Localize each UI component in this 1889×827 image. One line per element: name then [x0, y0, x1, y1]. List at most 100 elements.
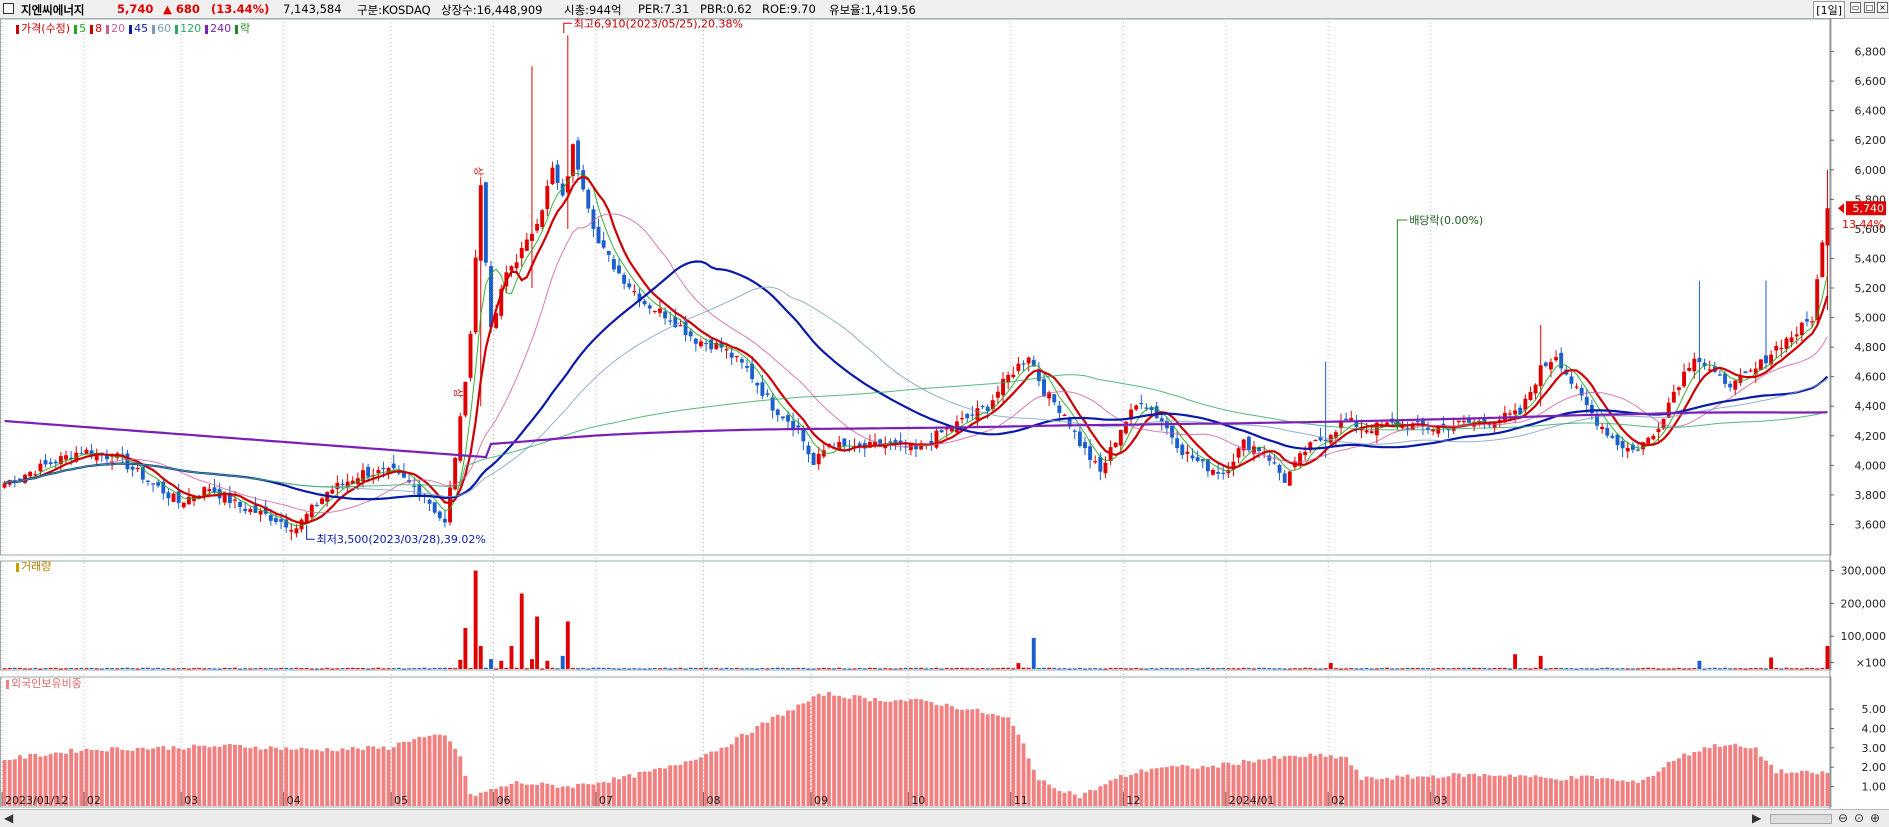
candle-body: [586, 189, 591, 209]
scroll-right-icon[interactable]: ▶: [1752, 811, 1762, 825]
volume-bar: [1805, 667, 1809, 669]
last-price-label: 5,740: [1853, 202, 1885, 215]
price-change: ▲ 680: [163, 2, 200, 16]
foreign-ratio-bar: [458, 756, 463, 806]
volume-bar: [1820, 667, 1825, 669]
volume-bar: [1031, 637, 1036, 669]
volume-bar: [202, 668, 207, 670]
volume-bar: [115, 668, 120, 670]
volume-bar: [1513, 654, 1518, 669]
ma120-line: [4, 374, 1828, 488]
candle-body: [1016, 363, 1021, 371]
foreign-ratio-bar: [1108, 780, 1113, 806]
candle-body: [1671, 391, 1676, 403]
foreign-ratio-bar: [1272, 755, 1277, 806]
volume-bar: [1062, 668, 1067, 670]
volume-bar: [565, 621, 570, 669]
stock-chart[interactable]: ×100 100,000 200,000 300,000 1.00 2.00 3.00 4.…: [0, 18, 1889, 809]
foreign-ratio-bar: [207, 747, 212, 806]
zoom-reset-icon[interactable]: ⊙: [1854, 811, 1865, 825]
volume-bar: [683, 668, 688, 670]
volume-bar: [1047, 667, 1052, 669]
close-icon[interactable]: ×: [1877, 2, 1888, 13]
foreign-ratio-bar: [658, 767, 662, 806]
volume-bar: [1538, 655, 1543, 669]
candle-body: [1646, 437, 1651, 444]
candle-body: [1216, 472, 1221, 474]
candle-body: [652, 310, 657, 312]
foreign-ratio-bar: [611, 777, 616, 806]
foreign-ratio-bar: [453, 748, 458, 806]
minimize-icon[interactable]: ▭: [1850, 2, 1861, 13]
x-tick-label: 09: [814, 794, 828, 807]
candle-body: [176, 491, 181, 503]
zoom-out-icon[interactable]: ⊖: [1838, 811, 1849, 825]
volume-bar: [1446, 668, 1451, 670]
foreign-ratio-bar: [1062, 792, 1067, 806]
last-price-pct: 13.44%: [1842, 218, 1884, 231]
foreign-ratio-bar: [683, 761, 688, 806]
volume-bar: [1789, 668, 1794, 670]
candle-body: [181, 502, 186, 508]
candle-body: [734, 355, 739, 358]
volume-bar: [755, 668, 760, 670]
volume-bar: [596, 667, 601, 669]
volume-bar: [591, 667, 596, 669]
legend-swatch: [235, 24, 239, 34]
foreign-ratio-bar: [914, 698, 918, 806]
foreign-tick-label: 3.00: [1862, 742, 1887, 755]
candle-body: [1303, 451, 1308, 456]
volume-bar: [709, 668, 714, 670]
volume-bar: [1543, 668, 1548, 670]
candle-body: [1170, 425, 1174, 438]
candle-body: [1344, 418, 1349, 421]
foreign-ratio-bar: [1103, 784, 1108, 806]
candle-body: [94, 453, 99, 461]
foreign-ratio-bar: [1354, 769, 1359, 806]
candle-body: [1717, 374, 1722, 376]
foreign-ratio-bar: [827, 692, 831, 806]
foreign-ratio-bar: [1502, 776, 1507, 806]
scroll-left-icon[interactable]: ◀: [4, 811, 14, 825]
zoom-in-icon[interactable]: ⊕: [1870, 811, 1881, 825]
volume-bar: [1349, 668, 1354, 670]
candle-body: [69, 457, 74, 460]
volume-bar: [678, 667, 683, 669]
candle-body: [1533, 384, 1538, 394]
volume-bar: [786, 668, 790, 670]
foreign-ratio-bar: [1492, 776, 1497, 806]
candle-body: [499, 289, 504, 316]
foreign-ratio-bar: [765, 722, 770, 806]
volume-bar: [1359, 668, 1364, 670]
foreign-ratio-bar: [1769, 764, 1774, 806]
foreign-ratio-bar: [345, 749, 350, 806]
foreign-frame: [0, 676, 1832, 808]
volume-bar: [688, 667, 693, 669]
chart-scrollbar[interactable]: [1770, 814, 1832, 824]
volume-bar: [847, 668, 852, 670]
foreign-ratio-bar: [1390, 779, 1395, 806]
candle-body: [1328, 435, 1333, 443]
candle-body: [1589, 404, 1594, 414]
volume-bar: [955, 667, 959, 669]
volume-bar: [448, 667, 452, 669]
foreign-ratio-bar: [227, 744, 232, 806]
foreign-ratio-bar: [58, 752, 63, 806]
candle-body: [617, 265, 621, 274]
volume-bar: [611, 668, 616, 670]
foreign-ratio-bar: [1088, 789, 1093, 806]
period-selector[interactable]: [1일]: [1813, 1, 1845, 19]
foreign-ratio-bar: [801, 703, 806, 806]
candle-body: [263, 506, 268, 514]
foreign-ratio-bar: [273, 747, 278, 806]
volume-bar: [832, 668, 837, 670]
volume-bar: [535, 616, 540, 669]
foreign-ratio-bar: [417, 736, 422, 806]
candle-body: [1298, 453, 1302, 464]
foreign-ratio-bar: [540, 782, 545, 806]
select-checkbox[interactable]: [3, 3, 14, 14]
volume-bar: [1431, 668, 1436, 670]
foreign-ratio-bar: [1205, 767, 1210, 806]
volume-tick-label: 300,000: [1841, 565, 1887, 578]
maximize-icon[interactable]: □: [1864, 2, 1875, 13]
